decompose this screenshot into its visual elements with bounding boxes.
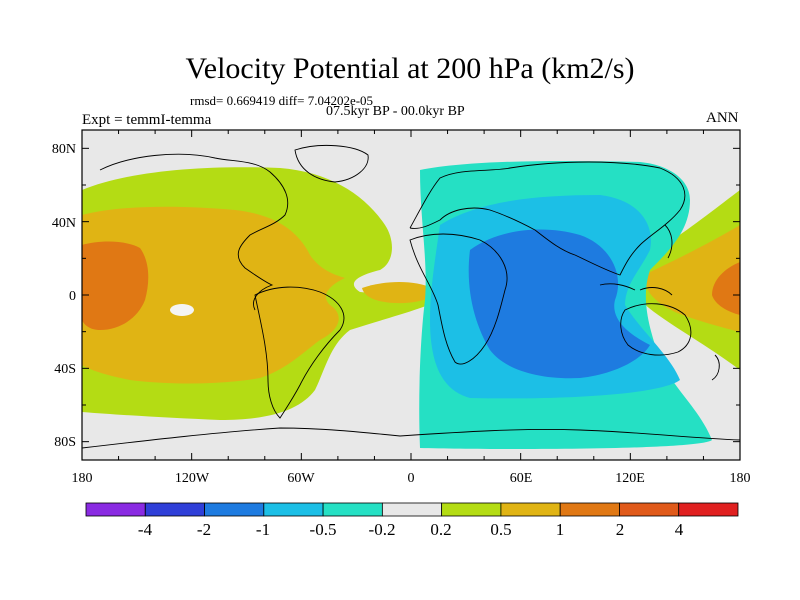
axis-ticks	[81, 130, 741, 460]
contour-0.2-0.5-hole	[170, 304, 194, 316]
y-tick-label: 40S	[54, 362, 76, 377]
colorbar-box	[204, 502, 265, 517]
colorbar-label: 0.5	[490, 520, 511, 539]
period-label: 07.5kyr BP - 00.0kyr BP	[326, 104, 465, 119]
contour-neg-1-2	[468, 229, 650, 379]
colorbar-box	[85, 502, 146, 517]
y-axis-labels: 80N 40N 0 40S 80S	[52, 142, 76, 450]
colorbar-box	[263, 502, 324, 517]
contour-0.5-1-atlantic	[362, 282, 435, 304]
colorbar-label: -0.2	[369, 520, 396, 539]
x-tick-label: 60E	[510, 471, 533, 486]
y-tick-label: 0	[69, 289, 76, 304]
colorbar-label: -4	[138, 520, 153, 539]
colorbar-box	[322, 502, 383, 517]
coast-australia	[620, 303, 692, 356]
x-tick-label: 180	[730, 471, 751, 486]
coast-new-zealand	[711, 354, 720, 381]
colorbar: -4 -2 -1 -0.5 -0.2 0.2 0.5 1 2 4	[85, 502, 739, 539]
colorbar-box	[441, 502, 502, 517]
colorbar-label: 0.2	[430, 520, 451, 539]
colorbar-label: -2	[197, 520, 211, 539]
colorbar-boxes	[85, 502, 739, 517]
colorbar-box	[381, 502, 443, 517]
colorbar-label: -1	[256, 520, 270, 539]
coast-africa	[409, 233, 508, 365]
contour-field	[82, 130, 740, 460]
coastlines	[82, 145, 740, 449]
coast-indonesia	[599, 283, 673, 296]
y-tick-label: 40N	[52, 216, 76, 231]
colorbar-box	[144, 502, 205, 517]
contour-0.5-1-west	[82, 206, 345, 384]
colorbar-labels: -4 -2 -1 -0.5 -0.2 0.2 0.5 1 2 4	[138, 520, 684, 539]
coast-antarctica	[82, 427, 740, 449]
colorbar-label: 2	[616, 520, 625, 539]
colorbar-box	[619, 502, 680, 517]
colorbar-label: 1	[556, 520, 565, 539]
coast-greenland	[294, 145, 369, 183]
experiment-label: Expt = temmI-temma	[82, 112, 212, 128]
x-axis-labels: 180 120W 60W 0 60E 120E 180	[72, 471, 751, 486]
y-tick-label: 80N	[52, 142, 76, 157]
contour-0.5-1-east	[646, 225, 740, 332]
colorbar-box	[500, 502, 561, 517]
coast-south-america	[254, 286, 345, 419]
y-tick-label: 80S	[54, 435, 76, 450]
coast-europe-asia	[409, 161, 686, 276]
x-tick-label: 0	[408, 471, 415, 486]
coast-japan	[664, 224, 673, 259]
season-label: ANN	[706, 110, 739, 126]
colorbar-box	[559, 502, 620, 517]
x-tick-label: 120W	[175, 471, 210, 486]
contour-1-2-east	[712, 262, 740, 315]
colorbar-label: 4	[675, 520, 684, 539]
colorbar-box	[678, 502, 739, 517]
x-tick-label: 60W	[287, 471, 315, 486]
x-tick-label: 120E	[615, 471, 645, 486]
contour-1-2-central-pacific	[82, 241, 149, 330]
stats-line: rmsd= 0.669419 diff= 7.04202e-05	[190, 93, 374, 108]
colorbar-label: -0.5	[310, 520, 337, 539]
x-tick-label: 180	[72, 471, 93, 486]
coast-north-america	[99, 153, 289, 311]
plot-title: Velocity Potential at 200 hPa (km2/s)	[185, 52, 635, 85]
